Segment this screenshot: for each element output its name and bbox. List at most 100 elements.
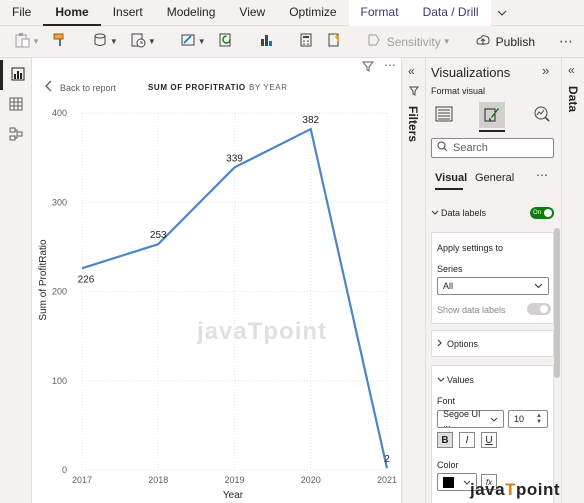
transform-data-button[interactable]: ▼ xyxy=(176,30,210,54)
new-visual-icon xyxy=(258,32,274,51)
new-visual-button[interactable] xyxy=(254,30,278,54)
filters-expand-icon[interactable]: « xyxy=(408,64,415,78)
subtab-visual[interactable]: Visual xyxy=(435,172,468,184)
chart-gridlines xyxy=(81,112,388,471)
ribbon-expand-chevron-icon[interactable] xyxy=(491,0,513,26)
data-label: 382 xyxy=(302,115,319,126)
calculator-icon xyxy=(298,32,314,51)
data-label: 226 xyxy=(78,274,95,285)
active-tab-indicator xyxy=(479,130,505,132)
visual-filter-icon[interactable] xyxy=(361,61,375,75)
x-tick-label: 2021 xyxy=(377,475,397,485)
toggle-knob xyxy=(540,305,548,313)
x-axis: 2017 2018 2019 2020 2021 xyxy=(72,475,397,485)
refresh-icon xyxy=(218,32,234,51)
series-dropdown[interactable]: All xyxy=(437,277,549,295)
analytics-icon xyxy=(533,105,551,126)
color-swatch xyxy=(443,476,454,488)
menu-data-drill[interactable]: Data / Drill xyxy=(410,0,491,26)
tab-format-visual[interactable] xyxy=(479,102,505,128)
publish-button[interactable]: Publish xyxy=(471,30,539,54)
model-view-button[interactable] xyxy=(0,120,32,150)
font-label: Font xyxy=(437,396,456,406)
new-measure-button[interactable] xyxy=(294,30,318,54)
options-card[interactable]: Options xyxy=(431,330,554,357)
color-label: Color xyxy=(437,460,459,470)
report-canvas: ⋯ Back to report SUM OF PROFITRATIO BY Y… xyxy=(32,58,402,503)
subtab-general[interactable]: General xyxy=(475,172,515,184)
ribbon-more-button[interactable]: ⋯ xyxy=(555,30,578,54)
build-visual-icon xyxy=(435,106,453,125)
y-tick-label: 100 xyxy=(52,376,67,386)
x-tick-label: 2018 xyxy=(148,475,168,485)
series-line xyxy=(81,127,389,469)
conditional-format-button[interactable]: fx xyxy=(481,474,497,490)
visualizations-collapse-icon[interactable]: » xyxy=(542,63,550,78)
bar-chart-icon xyxy=(11,67,25,84)
transform-data-icon xyxy=(180,32,196,51)
menu-view[interactable]: View xyxy=(239,4,266,19)
database-icon xyxy=(92,32,108,51)
menu-optimize[interactable]: Optimize xyxy=(289,4,337,19)
search-icon xyxy=(437,141,448,155)
chevron-down-icon xyxy=(431,208,441,218)
menu-home[interactable]: Home xyxy=(43,0,101,26)
format-visual-label: Format visual xyxy=(431,86,486,96)
x-tick-label: 2019 xyxy=(224,475,244,485)
values-card: Values Font Segoe UI ... 10 ▲ ▼ B I U Col… xyxy=(431,365,554,503)
y-tick-label: 400 xyxy=(52,108,67,118)
visual-more-options-icon[interactable]: ⋯ xyxy=(384,58,397,72)
font-family-dropdown[interactable]: Segoe UI ... xyxy=(437,409,504,429)
underline-button[interactable]: U xyxy=(481,432,497,448)
data-expand-icon[interactable]: « xyxy=(568,63,575,77)
brand-watermark-prefix: java xyxy=(470,480,506,499)
refresh-button[interactable] xyxy=(214,30,238,54)
subtab-more-options-icon[interactable]: ⋯ xyxy=(536,168,549,182)
search-input[interactable]: Search xyxy=(431,138,554,158)
values-label: Values xyxy=(447,375,474,385)
data-labels: 226 253 339 382 2 xyxy=(78,115,391,465)
quick-measure-button[interactable] xyxy=(322,30,346,54)
apply-settings-label: Apply settings to xyxy=(437,243,504,253)
filters-pane-label[interactable]: Filters xyxy=(406,106,420,143)
x-tick-label: 2020 xyxy=(301,475,321,485)
options-section-header[interactable]: Options xyxy=(437,339,478,349)
menu-insert[interactable]: Insert xyxy=(112,4,143,19)
format-painter-button[interactable] xyxy=(48,30,72,54)
menu-file[interactable]: File xyxy=(12,4,32,19)
search-placeholder: Search xyxy=(453,142,488,154)
publish-icon xyxy=(475,32,491,51)
table-view-button[interactable] xyxy=(0,90,32,120)
show-data-labels-toggle[interactable] xyxy=(527,303,551,315)
values-section-header[interactable]: Values xyxy=(437,375,474,385)
color-picker[interactable] xyxy=(437,473,477,491)
back-to-report-link[interactable]: Back to report xyxy=(44,80,116,95)
bold-button[interactable]: B xyxy=(437,432,453,448)
underline-label: U xyxy=(485,434,493,446)
tab-build-visual[interactable] xyxy=(431,102,457,128)
report-view-button[interactable] xyxy=(0,60,32,90)
visualizations-scrollbar[interactable] xyxy=(554,228,560,378)
recent-sources-icon xyxy=(130,32,146,51)
paste-button[interactable]: ▼ xyxy=(10,30,44,54)
menu-format[interactable]: Format xyxy=(348,0,411,26)
model-icon xyxy=(9,127,23,144)
data-labels-toggle[interactable]: On xyxy=(530,207,554,219)
back-arrow-icon xyxy=(44,80,52,95)
paste-icon xyxy=(14,32,30,51)
recent-sources-button[interactable]: ▼ xyxy=(126,30,160,54)
tab-analytics[interactable] xyxy=(529,102,555,128)
font-size-stepper[interactable]: 10 ▲ ▼ xyxy=(508,410,548,428)
line-chart-visual[interactable]: ⋯ Back to report SUM OF PROFITRATIO BY Y… xyxy=(32,58,402,503)
y-tick-label: 200 xyxy=(52,287,67,297)
visual-header: ⋯ xyxy=(32,58,402,88)
get-data-button[interactable]: ▼ xyxy=(88,30,122,54)
more-options-icon: ⋯ xyxy=(559,33,574,49)
back-to-report-label: Back to report xyxy=(60,82,117,93)
sensitivity-button[interactable]: Sensitivity ▼ xyxy=(362,30,455,54)
data-pane-label[interactable]: Data xyxy=(566,86,580,113)
italic-button[interactable]: I xyxy=(459,432,475,448)
format-painter-icon xyxy=(52,32,68,51)
data-labels-section-header[interactable]: Data labels xyxy=(431,208,486,218)
menu-modeling[interactable]: Modeling xyxy=(166,4,216,19)
